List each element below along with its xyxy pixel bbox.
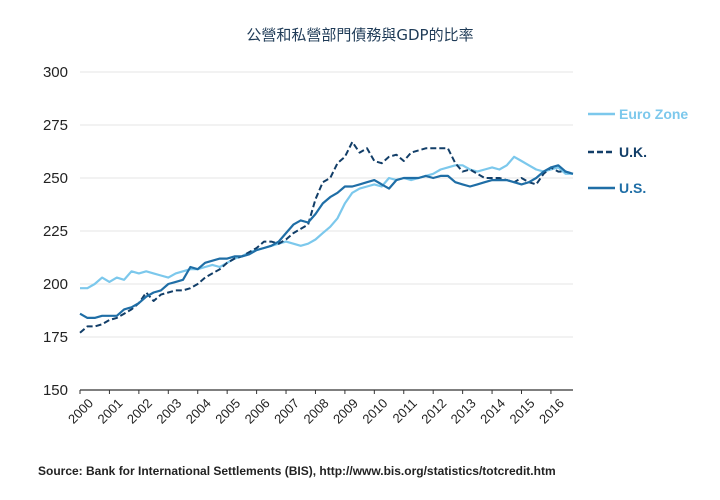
x-tick-label: 2009 bbox=[330, 396, 361, 427]
series-line-u-k bbox=[79, 141, 574, 334]
y-tick-label: 175 bbox=[43, 329, 68, 346]
y-tick-labels: 150 175 200 225 250 275 300 bbox=[43, 64, 68, 399]
x-tick-label: 2016 bbox=[536, 396, 567, 427]
x-tick-label: 2002 bbox=[124, 396, 155, 427]
series-line-euro-zone bbox=[80, 155, 573, 290]
x-tick-label: 2011 bbox=[389, 396, 419, 426]
legend: Euro Zone U.K. U.S. bbox=[588, 106, 688, 196]
x-tick-label: 2005 bbox=[212, 396, 243, 427]
x-tick-label: 2007 bbox=[271, 396, 302, 427]
x-tick-label: 2004 bbox=[183, 396, 214, 427]
y-tick-label: 275 bbox=[43, 117, 68, 134]
x-tick-labels: 2000200120022003200420052006200720082009… bbox=[65, 390, 567, 427]
y-tick-label: 150 bbox=[43, 382, 68, 399]
legend-label: Euro Zone bbox=[619, 106, 688, 122]
y-tick-label: 250 bbox=[43, 170, 68, 187]
source-note: Source: Bank for International Settlemen… bbox=[38, 464, 556, 478]
grid bbox=[80, 71, 573, 391]
y-tick-label: 225 bbox=[43, 223, 68, 240]
x-tick-label: 2000 bbox=[65, 396, 96, 427]
x-tick-label: 2003 bbox=[153, 396, 184, 427]
x-tick-label: 2010 bbox=[359, 396, 390, 427]
chart-title: 公營和私營部門債務與GDP的比率 bbox=[246, 26, 473, 44]
y-tick-label: 200 bbox=[43, 276, 68, 293]
x-tick-label: 2001 bbox=[94, 396, 125, 427]
legend-label: U.K. bbox=[619, 144, 647, 160]
y-tick-label: 300 bbox=[43, 64, 68, 81]
series-line-u-s bbox=[79, 164, 574, 319]
series-lines bbox=[79, 141, 574, 334]
x-tick-label: 2012 bbox=[418, 396, 449, 427]
x-tick-label: 2015 bbox=[507, 396, 538, 427]
x-tick-label: 2013 bbox=[448, 396, 479, 427]
x-tick-label: 2006 bbox=[242, 396, 273, 427]
legend-label: U.S. bbox=[619, 180, 646, 196]
x-tick-label: 2008 bbox=[301, 396, 332, 427]
x-tick-label: 2014 bbox=[477, 396, 508, 427]
